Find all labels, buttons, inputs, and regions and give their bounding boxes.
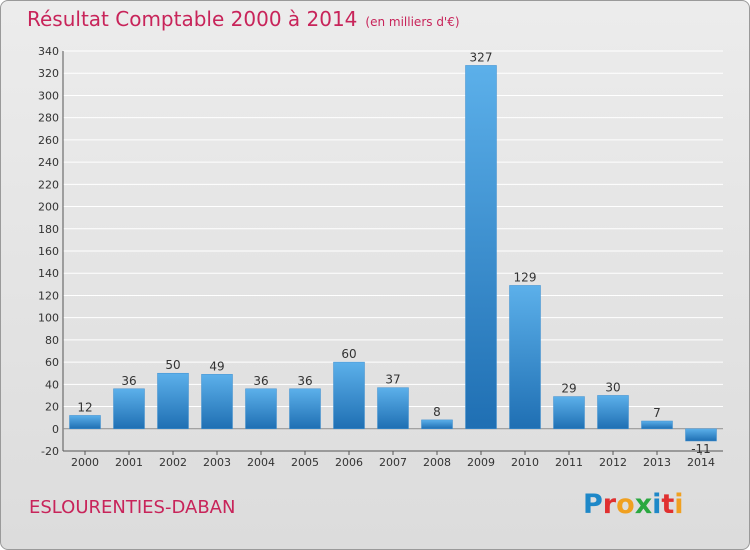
y-tick-label: 260	[38, 134, 59, 147]
y-tick-label: 340	[38, 45, 59, 58]
bar-2003	[201, 374, 233, 430]
bar-2004	[245, 388, 277, 430]
chart-title-text: Résultat Comptable 2000 à 2014	[27, 7, 358, 31]
town-name: ESLOURENTIES-DABAN	[29, 497, 236, 518]
data-label-2006: 60	[341, 347, 356, 361]
logo-letter: o	[616, 489, 635, 520]
data-label-2011: 29	[561, 382, 576, 396]
y-axis-ticks: -20 0 20 40 60 80 100 120 140 160 180 200 220 240 260 2…	[38, 45, 59, 458]
y-tick-label: 300	[38, 89, 59, 102]
x-tick-label-2008: 2008	[423, 456, 451, 469]
x-tick-label-2000: 2000	[71, 456, 99, 469]
x-tick-label-2011: 2011	[555, 456, 583, 469]
x-tick-label-2013: 2013	[643, 456, 671, 469]
proxiti-logo[interactable]: Proxiti	[583, 489, 684, 520]
chart-unit: (en milliers d'€)	[365, 15, 460, 29]
bar-2013	[641, 420, 673, 430]
y-tick-label: 320	[38, 67, 59, 80]
data-label-2010: 129	[514, 270, 537, 284]
x-tick-label-2007: 2007	[379, 456, 407, 469]
bar-2006	[333, 361, 365, 430]
bar-2010	[509, 285, 541, 430]
data-label-2012: 30	[605, 380, 620, 394]
data-label-2013: 7	[653, 406, 661, 420]
bar-2005	[289, 388, 321, 430]
x-tick-label-2002: 2002	[159, 456, 187, 469]
data-label-2008: 8	[433, 405, 441, 419]
x-tick-label-2009: 2009	[467, 456, 495, 469]
y-tick-label: 280	[38, 112, 59, 125]
data-label-2002: 50	[165, 358, 180, 372]
y-tick-label: -20	[41, 445, 59, 458]
y-tick-label: 120	[38, 289, 59, 302]
data-label-2009: 327	[470, 50, 493, 64]
x-tick-label-2014: 2014	[687, 456, 715, 469]
logo-letter: t	[661, 489, 675, 520]
y-tick-label: 180	[38, 223, 59, 236]
data-label-2001: 36	[121, 374, 136, 388]
logo-letter: x	[634, 489, 653, 520]
y-tick-label: 200	[38, 201, 59, 214]
x-tick-label-2010: 2010	[511, 456, 539, 469]
y-tick-label: 40	[45, 378, 59, 391]
data-label-2003: 49	[209, 359, 224, 373]
y-tick-label: 220	[38, 178, 59, 191]
bar-2009	[465, 65, 497, 430]
x-tick-label-2003: 2003	[203, 456, 231, 469]
bar-2014	[685, 428, 717, 442]
x-tick-label-2006: 2006	[335, 456, 363, 469]
logo-letter: i	[652, 489, 662, 520]
x-axis-ticks: 2000 2001 2002 2003 2004 2005 2006 2007 2008 2009…	[71, 451, 715, 469]
y-tick-label: 100	[38, 312, 59, 325]
logo-letter: i	[674, 489, 684, 520]
data-label-2014: -11	[691, 442, 711, 456]
data-label-2000: 12	[77, 400, 92, 414]
y-tick-label: 240	[38, 156, 59, 169]
data-label-2005: 36	[297, 374, 312, 388]
bar-2001	[113, 388, 145, 430]
x-tick-label-2005: 2005	[291, 456, 319, 469]
y-tick-label: 160	[38, 245, 59, 258]
bar-2011	[553, 396, 585, 430]
y-tick-label: 20	[45, 401, 59, 414]
x-tick-label-2004: 2004	[247, 456, 275, 469]
bar-2000	[69, 415, 101, 430]
data-label-2007: 37	[385, 373, 400, 387]
x-tick-label-2012: 2012	[599, 456, 627, 469]
chart-title: Résultat Comptable 2000 à 2014 (en millie…	[27, 7, 460, 31]
bar-2008	[421, 419, 453, 430]
bars	[69, 65, 717, 442]
data-label-2004: 36	[253, 374, 268, 388]
bar-2002	[157, 372, 189, 430]
data-labels: 12 36 50 49 36 36 60 37 8 327 129 29 30 7 -11	[77, 50, 710, 456]
x-tick-label-2001: 2001	[115, 456, 143, 469]
y-tick-label: 80	[45, 334, 59, 347]
logo-letter: P	[583, 489, 603, 520]
bar-2012	[597, 395, 629, 430]
logo-letter: r	[602, 489, 617, 520]
bar-2007	[377, 387, 409, 430]
y-tick-label: 0	[52, 423, 59, 436]
y-tick-label: 140	[38, 267, 59, 280]
y-tick-label: 60	[45, 356, 59, 369]
